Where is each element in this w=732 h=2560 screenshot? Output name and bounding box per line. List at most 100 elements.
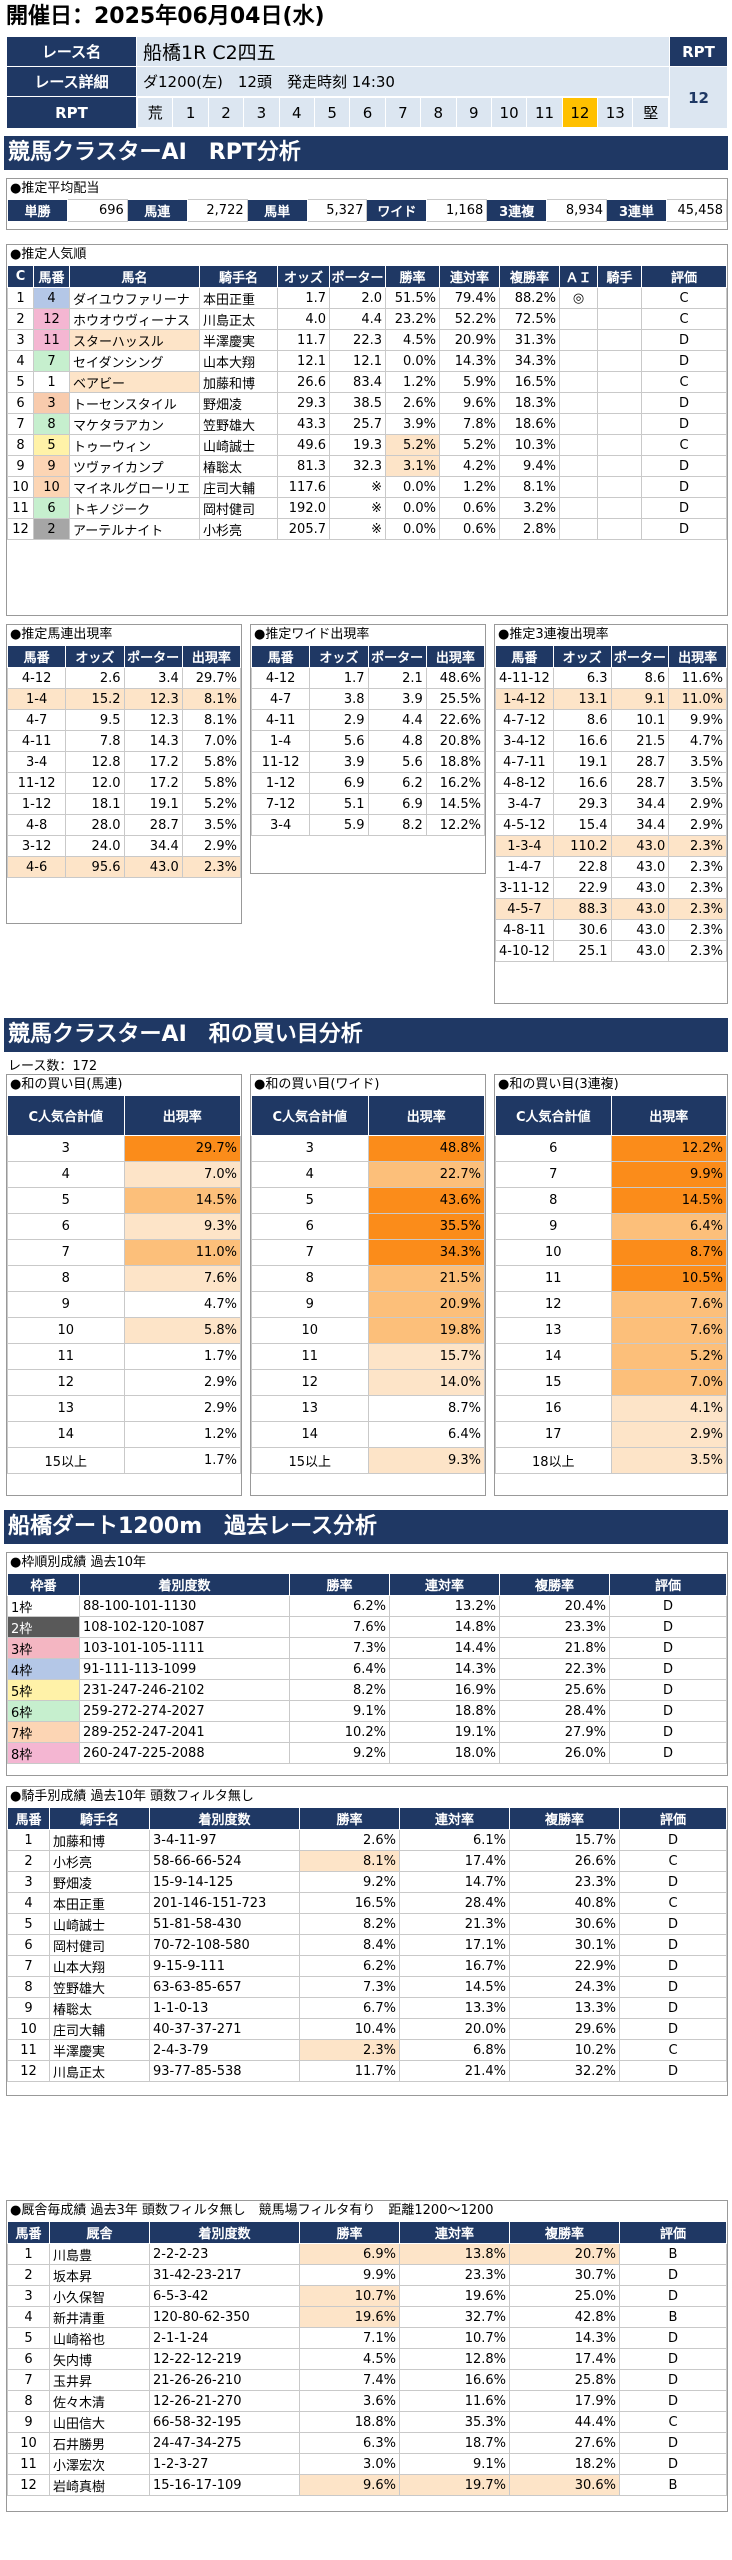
jockey-cell: 24.3% — [509, 1976, 620, 1998]
sanrenpuku-cell: 43.0 — [610, 898, 670, 920]
wa-wide-sum: 9 — [251, 1291, 369, 1318]
wide-cell: 4.4 — [367, 709, 427, 731]
trainer-cell: 川島豊 — [49, 2243, 150, 2265]
jockey-row: 1 加藤和博 3-4-11-97 2.6% 6.1% 15.7% D — [7, 1829, 727, 1851]
jockey-cell: 本田正重 — [49, 1892, 150, 1914]
popularity-cell: 205.7 — [277, 518, 330, 540]
wa-umaren-rate: 4.7% — [123, 1291, 241, 1318]
umaren-row: 4-11 7.8 14.3 7.0% — [6, 730, 242, 752]
waku-cell: 6.2% — [289, 1595, 390, 1617]
popularity-cell: 20.9% — [439, 329, 500, 351]
wa-umaren-sum: 11 — [7, 1343, 125, 1370]
trainer-row: 6 矢内博 12-22-12-219 4.5% 12.8% 17.4% D — [7, 2348, 727, 2370]
wa-umaren-row: 5 14.5% — [7, 1187, 241, 1214]
wa-wide-row: 9 20.9% — [251, 1291, 485, 1318]
wa-wide-row: 10 19.8% — [251, 1317, 485, 1344]
umaren-row: 4-8 28.0 28.7 3.5% — [6, 814, 242, 836]
trainer-cell: 19.6% — [399, 2285, 510, 2307]
sanrenpuku-row: 4-8-11 30.6 43.0 2.3% — [495, 919, 727, 941]
umaren-cell: 3.4 — [123, 667, 183, 689]
popularity-cell: 22.3 — [329, 329, 386, 351]
popularity-cell: D — [641, 392, 727, 414]
trainer-cell: 18.7% — [399, 2432, 510, 2454]
popularity-cell: 椿聡太 — [199, 455, 278, 477]
sanrenpuku-cell: 19.1 — [552, 751, 612, 773]
sanrenpuku-cell: 1-4-12 — [495, 688, 554, 710]
jockey-row: 7 山本大翔 9-15-9-111 6.2% 16.7% 22.9% D — [7, 1955, 727, 1977]
wide-cell: 6.2 — [367, 772, 427, 794]
wa-3renpuku-row: 14 5.2% — [495, 1343, 727, 1370]
payout-value: 8,934 — [546, 199, 608, 222]
wa-wide-row: 11 15.7% — [251, 1343, 485, 1370]
popularity-cell: 25.7 — [329, 413, 386, 435]
sanrenpuku-cell: 13.1 — [552, 688, 612, 710]
trainer-cell: 10 — [7, 2432, 50, 2454]
trainer-cell: 7.1% — [299, 2327, 400, 2349]
jockey-cell: 岡村健司 — [49, 1934, 150, 1956]
wide-row: 4-11 2.9 4.4 22.6% — [250, 709, 486, 731]
popularity-cell — [559, 329, 598, 351]
jockey-cell: C — [619, 1850, 727, 1872]
popularity-cell: 31.3% — [499, 329, 560, 351]
trainer-row: 8 佐々木清 12-26-21-270 3.6% 11.6% 17.9% D — [7, 2390, 727, 2412]
sanrenpuku-cell: 110.2 — [552, 835, 612, 857]
jockey-cell: 58-66-66-524 — [149, 1850, 300, 1872]
waku-cell: D — [609, 1658, 727, 1680]
jockey-cell: 12 — [7, 2060, 50, 2082]
sanrenpuku-cell: 11.6% — [668, 667, 727, 689]
wa-umaren-rate: 14.5% — [123, 1187, 241, 1214]
waku-header: 着別度数 — [79, 1573, 290, 1596]
popularity-cell: 山本大翔 — [199, 350, 278, 372]
wide-cell: 5.6 — [309, 730, 369, 752]
rpt-scale-cell: 荒 — [136, 97, 174, 128]
popularity-cell: 野畑凌 — [199, 392, 278, 414]
umaren-cell: 3-12 — [6, 835, 67, 857]
wa-3renpuku-row: 7 9.9% — [495, 1161, 727, 1188]
wa-umaren-sum: 5 — [7, 1187, 125, 1214]
popularity-cell: ダイユウファリーナ — [69, 287, 200, 309]
wa-wide-rate: 35.5% — [367, 1213, 485, 1240]
wa-wide-sum: 5 — [251, 1187, 369, 1214]
trainer-cell: D — [619, 2285, 727, 2307]
avg-payout-table: 単勝 696 馬連 2,722 馬単 5,327 ワイド 1,168 3連複 8,934 3連単 45… — [7, 199, 728, 222]
waku-cell: 23.3% — [499, 1616, 610, 1638]
jockey-cell: D — [619, 1934, 727, 1956]
trainer-cell: 8 — [7, 2390, 50, 2412]
jockey-cell: 10.4% — [299, 2018, 400, 2040]
wide-box: ●推定ワイド出現率 馬番 オッズ ポーター 出現率 4-12 1.7 2.1 48.6% 4-7… — [250, 624, 486, 874]
trainer-cell: 17.4% — [509, 2348, 620, 2370]
umaren-cell: 11-12 — [6, 772, 67, 794]
popularity-cell: ホウオウヴィーナス — [69, 308, 200, 330]
trainer-header: 評価 — [619, 2221, 727, 2244]
sanrenpuku-cell: 2.3% — [668, 835, 727, 857]
sanrenpuku-cell: 88.3 — [552, 898, 612, 920]
rpt-value: 12 — [669, 66, 728, 129]
race-info: レース名 船橋1R C2四五 RPT レース詳細 ダ1200(左) 12頭 発走… — [6, 36, 728, 129]
popularity-cell: 3 — [33, 392, 70, 414]
trainer-header: 勝率 — [299, 2221, 400, 2244]
wide-cell: 1.7 — [309, 667, 369, 689]
popularity-cell: ※ — [329, 476, 386, 498]
wa-wide-sum: 11 — [251, 1343, 369, 1370]
waku-cell: D — [609, 1742, 727, 1764]
jockey-cell: 21.3% — [399, 1913, 510, 1935]
popularity-cell: 4.4 — [329, 308, 386, 330]
trainer-cell: 4 — [7, 2306, 50, 2328]
race-detail: ダ1200(左) 12頭 発走時刻 14:30 — [136, 66, 670, 97]
wa-3renpuku-row: 15 7.0% — [495, 1369, 727, 1396]
popularity-cell: セイダンシング — [69, 350, 200, 372]
wide-cell: 4-11 — [250, 709, 311, 731]
popularity-cell: 38.5 — [329, 392, 386, 414]
umaren-header: オッズ — [65, 645, 125, 668]
waku-cell: 8枠 — [7, 1742, 80, 1764]
jockey-cell: 32.2% — [509, 2060, 620, 2082]
payout-label: 馬連 — [126, 199, 188, 222]
umaren-cell: 4-8 — [6, 814, 67, 836]
wa-umaren-rate: 2.9% — [123, 1369, 241, 1396]
popularity-cell: 18.3% — [499, 392, 560, 414]
sanrenpuku-table: 馬番 オッズ ポーター 出現率 4-11-12 6.3 8.6 11.6% 1-4-12 13.1… — [495, 645, 727, 962]
wa-wide-rate: 6.4% — [367, 1421, 485, 1448]
popularity-cell: 11.7 — [277, 329, 330, 351]
popularity-cell: 14.3% — [439, 350, 500, 372]
popularity-cell: C — [641, 287, 727, 309]
